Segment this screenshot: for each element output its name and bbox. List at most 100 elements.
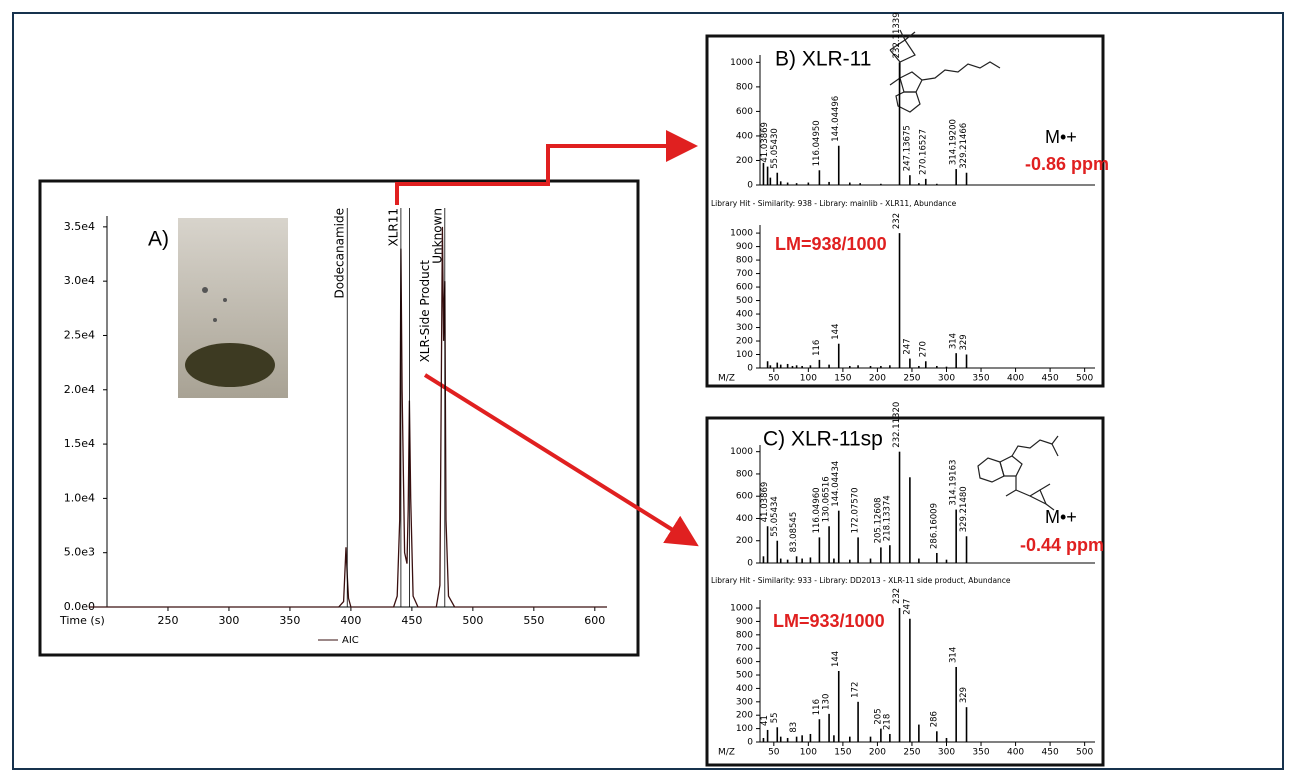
peak-label: 116.04950 xyxy=(812,120,822,166)
x-tick-label: 300 xyxy=(938,748,955,758)
y-tick-label: 700 xyxy=(736,644,753,654)
y-tick-label: 600 xyxy=(736,283,753,293)
panel-label: B) XLR-11 xyxy=(775,48,871,71)
library-hit: Library Hit - Similarity: 938 - Library:… xyxy=(711,199,957,208)
x-tick-label: 50 xyxy=(768,374,780,384)
y-tick-label: 300 xyxy=(736,697,753,707)
x-tick-label: 50 xyxy=(768,748,780,758)
x-tick-label: 350 xyxy=(279,614,300,627)
y-tick-label: 500 xyxy=(736,296,753,306)
y-tick-label: 400 xyxy=(736,514,753,524)
x-tick-label: 250 xyxy=(903,374,920,384)
peak-annotation: XLR-Side Product xyxy=(418,260,432,363)
peak-label: 116.04960 xyxy=(812,487,822,533)
ion-label: M•+ xyxy=(1045,507,1077,527)
x-tick-label: 500 xyxy=(1076,374,1093,384)
peak-label: 314.19200 xyxy=(949,119,959,165)
peak-label: 83.08545 xyxy=(789,512,799,553)
peak-label: 232 xyxy=(892,588,902,604)
peak-label: 55.05434 xyxy=(770,496,780,537)
x-tick-label: 400 xyxy=(1007,748,1024,758)
peak-label: 144 xyxy=(831,323,841,339)
peak-label: 314 xyxy=(949,333,959,349)
peak-label: 247 xyxy=(902,338,912,354)
x-tick-label: 200 xyxy=(869,748,886,758)
x-tick-label: 100 xyxy=(800,748,817,758)
y-tick-label: 200 xyxy=(736,337,753,347)
structure-c xyxy=(977,435,1059,511)
x-tick-label: 300 xyxy=(938,374,955,384)
library-hit: Library Hit - Similarity: 933 - Library:… xyxy=(711,576,1011,585)
y-tick-label: 1000 xyxy=(730,229,753,239)
y-tick-label: 1.5e4 xyxy=(64,437,95,450)
peak-label: 270 xyxy=(918,341,928,357)
y-tick-label: 0.0e0 xyxy=(64,600,95,613)
y-tick-label: 2.0e4 xyxy=(64,383,95,396)
x-tick-label: 150 xyxy=(834,374,851,384)
y-tick-label: 800 xyxy=(736,469,753,479)
x-tick-label: 250 xyxy=(903,748,920,758)
y-tick-label: 600 xyxy=(736,107,753,117)
peak-label: 172 xyxy=(851,682,861,698)
y-tick-label: 400 xyxy=(736,310,753,320)
y-tick-label: 2.5e4 xyxy=(64,328,95,341)
peak-annotation: Dodecanamide xyxy=(333,208,347,299)
y-tick-label: 1000 xyxy=(730,58,753,68)
x-axis-label: M/Z xyxy=(718,374,735,384)
panel-label: C) XLR-11sp xyxy=(763,428,883,451)
ion-label: M•+ xyxy=(1045,127,1077,147)
y-tick-label: 600 xyxy=(736,657,753,667)
panel-b-box xyxy=(705,34,1105,388)
peak-label: 41.03869 xyxy=(760,482,770,523)
peak-label: 286 xyxy=(929,711,939,727)
arrow-b xyxy=(395,130,698,205)
y-tick-label: 100 xyxy=(736,350,753,360)
peak-label: 144.04434 xyxy=(831,461,841,507)
y-tick-label: 3.5e4 xyxy=(64,220,95,233)
y-tick-label: 300 xyxy=(736,323,753,333)
y-tick-label: 200 xyxy=(736,156,753,166)
y-tick-label: 800 xyxy=(736,82,753,92)
peak-label: 130 xyxy=(822,694,832,710)
sample-photo xyxy=(178,218,288,398)
peak-label: 130.06516 xyxy=(822,476,832,522)
y-tick-label: 0 xyxy=(747,364,753,374)
x-tick-label: 350 xyxy=(972,748,989,758)
y-tick-label: 700 xyxy=(736,269,753,279)
y-tick-label: 600 xyxy=(736,492,753,502)
peak-annotation: Unknown xyxy=(430,208,444,264)
x-tick-label: 600 xyxy=(584,614,605,627)
mass-error: -0.44 ppm xyxy=(1020,535,1104,555)
y-tick-label: 500 xyxy=(736,671,753,681)
peak-label: 144.04496 xyxy=(831,96,841,142)
y-tick-label: 1.0e4 xyxy=(64,491,95,504)
peak-label: 83 xyxy=(789,722,799,733)
y-tick-label: 900 xyxy=(736,617,753,627)
y-tick-label: 400 xyxy=(736,684,753,694)
x-tick-label: 400 xyxy=(340,614,361,627)
peak-label: 329.21480 xyxy=(959,486,969,532)
peak-label: 55.05430 xyxy=(770,128,780,169)
peak-label: 218.13374 xyxy=(882,495,892,541)
x-tick-label: 450 xyxy=(401,614,422,627)
y-tick-label: 1000 xyxy=(730,447,753,457)
x-tick-label: 500 xyxy=(462,614,483,627)
peak-label: 314.19163 xyxy=(949,460,959,506)
peak-label: 205.12608 xyxy=(873,497,883,543)
x-tick-label: 350 xyxy=(972,374,989,384)
match-score: LM=933/1000 xyxy=(773,611,885,631)
peak-label: 247.13675 xyxy=(902,125,912,171)
x-tick-label: 150 xyxy=(834,748,851,758)
y-tick-label: 900 xyxy=(736,242,753,252)
peak-label: 329 xyxy=(959,334,969,350)
match-score: LM=938/1000 xyxy=(775,234,887,254)
peak-label: 172.07570 xyxy=(851,487,861,533)
peak-label: 205 xyxy=(873,708,883,724)
x-tick-label: 300 xyxy=(218,614,239,627)
peak-label: 218 xyxy=(882,714,892,730)
x-axis-label: M/Z xyxy=(718,748,735,758)
x-tick-label: 200 xyxy=(869,374,886,384)
peak-label: 116 xyxy=(812,340,822,356)
peak-label: 55 xyxy=(770,712,780,723)
y-tick-label: 0 xyxy=(747,738,753,748)
